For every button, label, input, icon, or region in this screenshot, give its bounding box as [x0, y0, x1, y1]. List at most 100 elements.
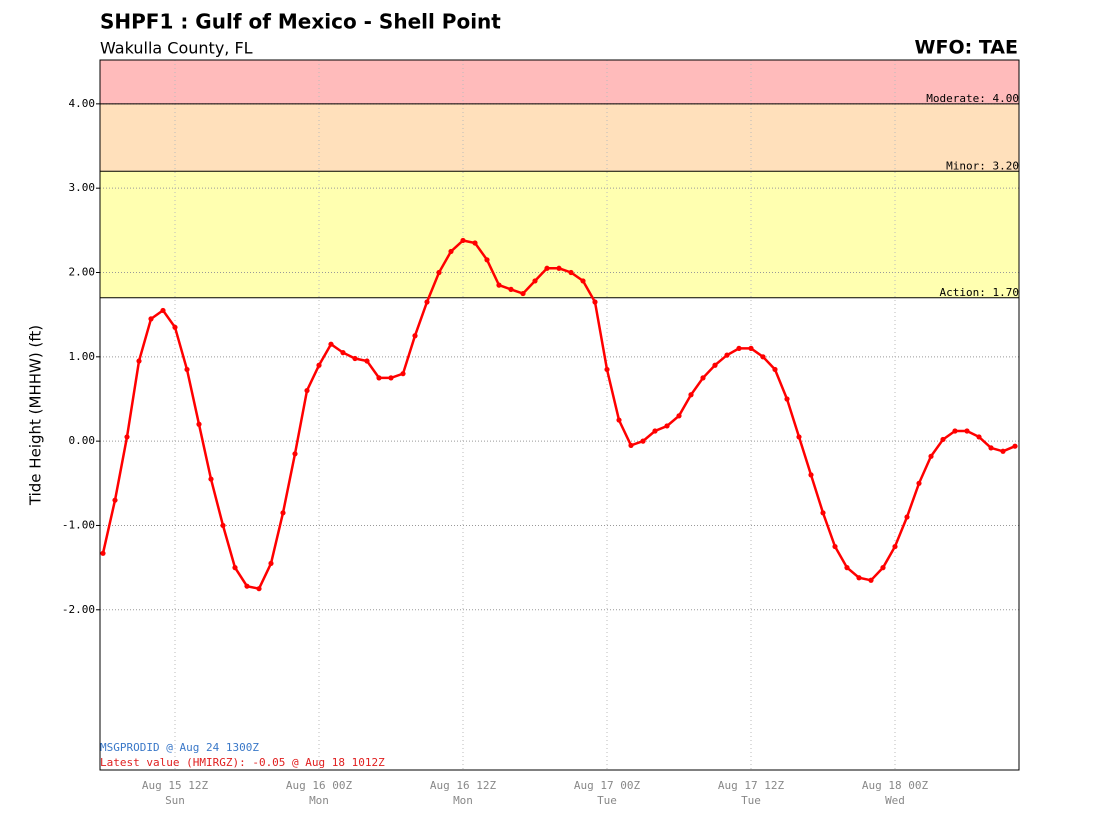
y-tick-label: -2.00: [62, 603, 95, 616]
x-tick-label: Aug 17 12Z: [718, 779, 785, 792]
data-point: [424, 299, 430, 305]
data-point: [892, 543, 898, 550]
plot-area: -2.00 -1.00 0.00 1.00 2.00 3.00 4.00 Aug 15 12Z…: [62, 59, 1020, 807]
threshold-label: Action: 1.70: [940, 286, 1019, 299]
data-point: [772, 366, 778, 373]
data-point: [928, 453, 934, 459]
footer-product: MSGPRODID @ Aug 24 1300Z: [100, 741, 259, 754]
data-point: [940, 436, 946, 443]
data-point: [124, 434, 130, 440]
data-point: [976, 434, 982, 440]
data-point: [676, 413, 682, 419]
x-tick-day: Sun: [165, 794, 185, 807]
threshold-label: Moderate: 4.00: [926, 92, 1019, 105]
data-point: [712, 362, 718, 368]
data-point: [580, 278, 586, 284]
data-point: [988, 445, 994, 451]
data-point: [508, 286, 514, 292]
data-point: [232, 565, 238, 571]
data-point: [604, 366, 610, 373]
data-point: [808, 472, 814, 478]
data-point: [952, 428, 958, 434]
data-point: [220, 522, 226, 529]
data-point: [628, 442, 634, 448]
data-point: [268, 560, 274, 567]
data-point: [556, 265, 562, 271]
data-point: [292, 451, 298, 457]
data-point: [532, 278, 538, 284]
data-point: [964, 428, 970, 434]
x-tick-day: Mon: [309, 794, 329, 807]
data-point: [436, 269, 442, 276]
data-point: [208, 476, 214, 482]
data-point: [112, 497, 118, 503]
data-point: [904, 514, 910, 520]
y-tick-label: 0.00: [69, 434, 96, 447]
data-point: [1000, 448, 1006, 454]
y-tick-label: 4.00: [69, 97, 96, 110]
data-point: [832, 543, 838, 550]
data-point: [880, 565, 886, 571]
data-point: [328, 341, 334, 347]
data-point: [196, 421, 202, 427]
data-point: [820, 510, 826, 516]
threshold-band: [100, 171, 1019, 298]
data-point: [484, 257, 490, 263]
data-point: [688, 392, 694, 398]
data-point: [592, 299, 598, 305]
data-point: [472, 240, 478, 246]
data-point: [148, 316, 154, 322]
y-axis-label: Tide Height (MHHW) (ft): [27, 325, 45, 506]
x-tick-day: Wed: [885, 794, 905, 807]
data-point: [760, 354, 766, 360]
data-point: [316, 362, 322, 368]
x-tick-day: Mon: [453, 794, 473, 807]
data-point: [700, 375, 706, 381]
threshold-band: [100, 103, 1019, 172]
data-point: [652, 428, 658, 434]
data-point: [640, 438, 646, 444]
data-point: [340, 350, 346, 356]
data-point: [376, 375, 382, 381]
data-point: [400, 371, 406, 377]
data-point: [520, 290, 526, 297]
threshold-label: Minor: 3.20: [946, 159, 1019, 172]
data-point: [172, 324, 178, 330]
data-point: [568, 269, 574, 276]
plot-frame: [99, 59, 1020, 771]
data-point: [160, 307, 166, 314]
office-label: WFO: TAE: [915, 37, 1018, 59]
data-point: [100, 550, 106, 556]
threshold-band: [100, 60, 1019, 104]
x-tick-label: Aug 16 12Z: [430, 779, 497, 792]
y-tick-label: 1.00: [69, 350, 96, 363]
data-point: [460, 237, 466, 244]
data-point: [724, 352, 730, 358]
x-tick-day: Tue: [597, 794, 617, 807]
x-tick-label: Aug 18 00Z: [862, 779, 929, 792]
data-point: [184, 366, 190, 373]
data-point: [280, 510, 286, 516]
data-point: [136, 358, 142, 364]
data-point: [352, 355, 358, 362]
data-point: [844, 565, 850, 571]
data-point: [664, 423, 670, 429]
x-tick-label: Aug 16 00Z: [286, 779, 353, 792]
y-tick-label: -1.00: [62, 518, 95, 531]
x-tick-label: Aug 17 00Z: [574, 779, 641, 792]
y-tick-label: 3.00: [69, 181, 96, 194]
data-point: [736, 345, 742, 351]
data-point: [796, 434, 802, 440]
footer-latest: Latest value (HMIRGZ): -0.05 @ Aug 18 10…: [100, 756, 385, 769]
data-point: [916, 480, 922, 486]
data-point: [304, 387, 310, 394]
data-point: [1012, 443, 1018, 449]
data-point: [868, 577, 874, 583]
data-point: [364, 358, 370, 364]
chart-title: SHPF1 : Gulf of Mexico - Shell Point: [100, 10, 501, 34]
data-point: [616, 417, 622, 423]
y-tick-label: 2.00: [69, 265, 96, 278]
chart-subtitle: Wakulla County, FL: [100, 39, 253, 58]
